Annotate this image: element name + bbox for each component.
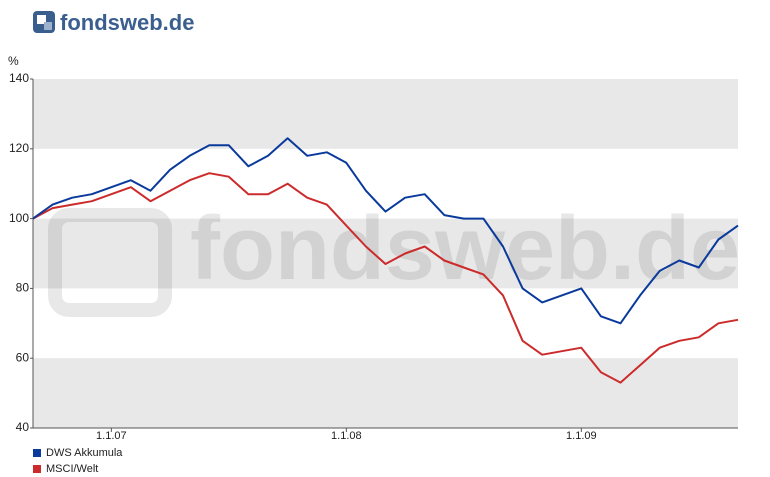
legend-label: MSCI/Welt <box>46 463 98 475</box>
y-tick-label: 100 <box>9 211 29 225</box>
y-tick-label: 80 <box>16 281 30 295</box>
brand: fondsweb.de <box>60 10 194 35</box>
y-tick-label: 60 <box>16 350 30 364</box>
x-tick-label: 1.1.09 <box>566 430 597 442</box>
y-tick-label: 120 <box>9 141 29 155</box>
watermark-icon <box>48 208 172 317</box>
watermark: fondsweb.de <box>190 199 740 299</box>
logo-icon-part <box>37 15 46 24</box>
legend-swatch <box>33 449 41 457</box>
x-tick-label: 1.1.08 <box>331 430 362 442</box>
series-line <box>32 137 739 325</box>
grid-band <box>33 358 738 428</box>
y-axis-label: % <box>8 54 19 68</box>
grid-band <box>33 218 738 289</box>
y-tick-label: 40 <box>16 420 30 434</box>
x-tick-label: 1.1.07 <box>96 430 127 442</box>
legend-label: DWS Akkumula <box>46 447 123 459</box>
y-tick-label: 140 <box>9 71 29 85</box>
logo-icon-part <box>44 22 52 30</box>
bands <box>33 79 738 428</box>
legend-swatch <box>33 465 41 473</box>
series-line <box>32 172 739 384</box>
grid-band <box>33 79 738 149</box>
logo: fondsweb.de <box>33 10 194 35</box>
